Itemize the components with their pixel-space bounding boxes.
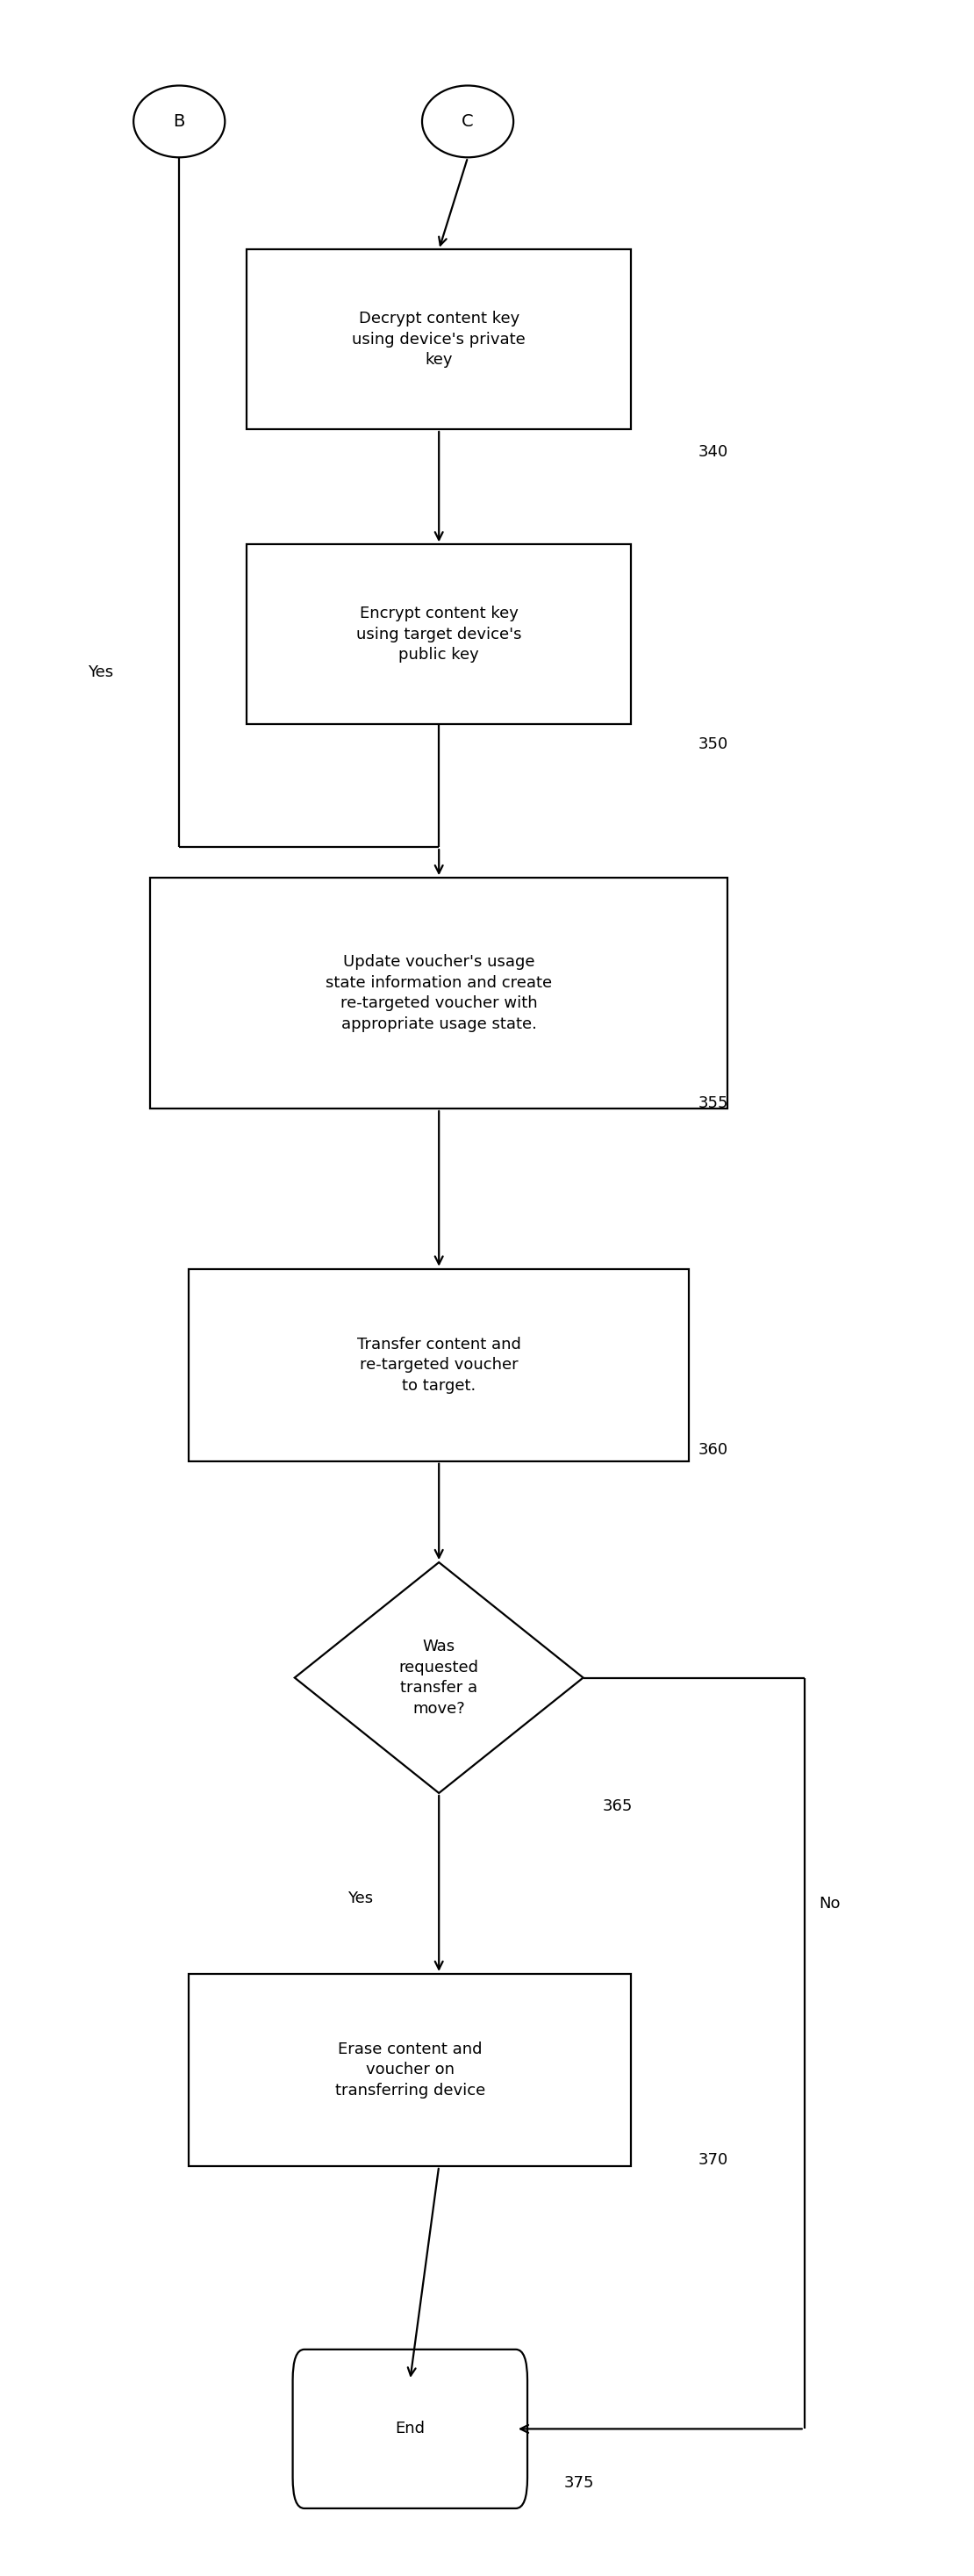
Bar — [189, 1270, 689, 1461]
Text: 375: 375 — [564, 2476, 594, 2491]
Text: End: End — [395, 2421, 425, 2437]
Bar — [246, 544, 631, 724]
Text: No: No — [819, 1896, 841, 1911]
Bar — [150, 878, 728, 1108]
Text: Yes: Yes — [88, 665, 113, 680]
Text: Transfer content and
re-targeted voucher
to target.: Transfer content and re-targeted voucher… — [356, 1337, 521, 1394]
Text: Decrypt content key
using device's private
key: Decrypt content key using device's priva… — [353, 312, 526, 368]
Text: 370: 370 — [698, 2151, 729, 2166]
Polygon shape — [295, 1561, 583, 1793]
Ellipse shape — [133, 85, 225, 157]
Text: Encrypt content key
using target device's
public key: Encrypt content key using target device'… — [356, 605, 522, 662]
Text: B: B — [173, 113, 185, 129]
Text: 355: 355 — [698, 1095, 729, 1110]
Text: 365: 365 — [602, 1798, 632, 1814]
Text: Yes: Yes — [348, 1891, 373, 1906]
Text: Erase content and
voucher on
transferring device: Erase content and voucher on transferrin… — [335, 2040, 485, 2099]
Text: C: C — [462, 113, 473, 129]
Text: 340: 340 — [698, 443, 729, 461]
FancyBboxPatch shape — [293, 2349, 527, 2509]
Text: 350: 350 — [698, 737, 729, 752]
Ellipse shape — [422, 85, 513, 157]
Bar — [246, 250, 631, 430]
Text: Update voucher's usage
state information and create
re-targeted voucher with
app: Update voucher's usage state information… — [325, 953, 552, 1033]
Text: Was
requested
transfer a
move?: Was requested transfer a move? — [399, 1638, 479, 1716]
Bar — [189, 1973, 631, 2166]
Text: 360: 360 — [698, 1443, 729, 1458]
